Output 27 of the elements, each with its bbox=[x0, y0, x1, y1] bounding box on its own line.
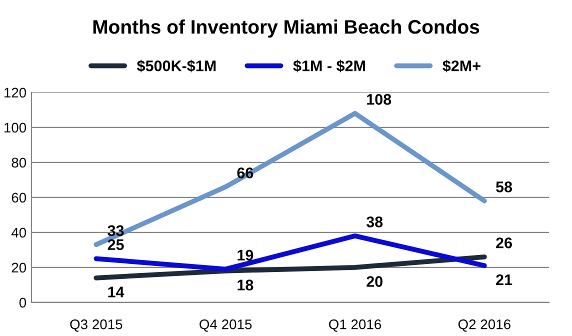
data-label: 25 bbox=[108, 239, 124, 250]
y-tick-label: 40 bbox=[11, 228, 26, 238]
y-tick-label: 20 bbox=[12, 262, 26, 273]
y-tick-label: 60 bbox=[12, 192, 26, 203]
y-tick-label: 100 bbox=[4, 122, 26, 133]
data-label: 38 bbox=[366, 216, 383, 228]
data-label: 33 bbox=[108, 225, 124, 236]
data-label: 108 bbox=[367, 94, 392, 105]
data-label: 20 bbox=[366, 276, 382, 287]
y-tick-label: 120 bbox=[4, 88, 26, 98]
x-tick-label: Q4 2015 bbox=[200, 319, 252, 332]
data-label: 66 bbox=[237, 168, 254, 178]
y-tick-label: 0 bbox=[19, 298, 26, 308]
data-label: 58 bbox=[496, 182, 512, 192]
data-label: 14 bbox=[108, 286, 124, 298]
data-label: 26 bbox=[496, 238, 512, 248]
chart-title: Months of Inventory Miami Beach Condos bbox=[93, 20, 480, 38]
legend-label: $2M+ bbox=[442, 60, 480, 72]
x-tick-label: Q1 2016 bbox=[329, 319, 382, 332]
legend-label: $1M - $2M bbox=[293, 60, 365, 72]
x-tick-label: Q2 2016 bbox=[458, 319, 510, 332]
data-label: 19 bbox=[238, 250, 254, 261]
data-label: 21 bbox=[496, 274, 512, 286]
x-tick-label: Q3 2015 bbox=[70, 319, 122, 332]
legend-label: $500K-$1M bbox=[136, 60, 216, 72]
data-label: 18 bbox=[238, 280, 254, 290]
y-tick-label: 80 bbox=[12, 158, 26, 168]
